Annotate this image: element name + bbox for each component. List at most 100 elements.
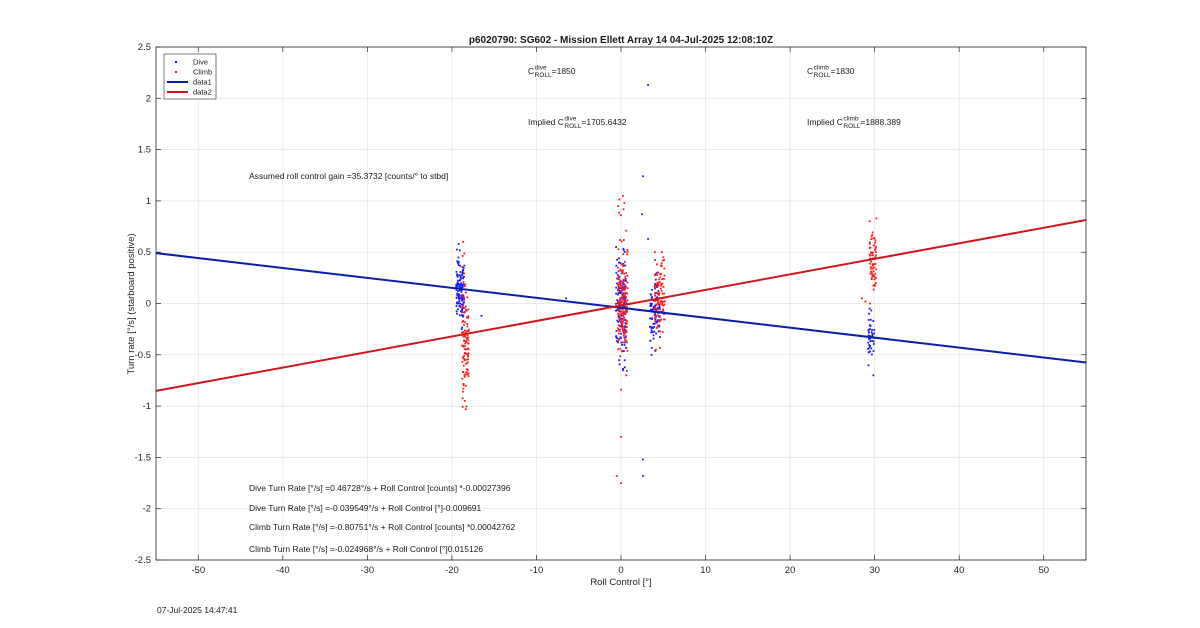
- climb-point: [661, 278, 664, 281]
- climb-point: [466, 296, 469, 299]
- climb-point: [467, 315, 470, 318]
- climb-point: [625, 229, 628, 232]
- dive-point: [455, 285, 458, 288]
- climb-point: [654, 348, 657, 351]
- dive-point: [650, 331, 653, 334]
- dive-point: [457, 243, 460, 245]
- dive-point: [657, 319, 659, 322]
- climb-point: [662, 286, 665, 288]
- legend-label: data1: [193, 78, 212, 87]
- dive-point: [461, 286, 464, 289]
- dive-point: [617, 341, 620, 344]
- climb-point: [622, 239, 625, 241]
- climb-point: [624, 292, 627, 294]
- dive-point: [622, 296, 625, 299]
- climb-point: [466, 334, 469, 337]
- climb-point: [623, 316, 626, 319]
- dive-point: [652, 323, 655, 325]
- y-tick-label: 1: [146, 196, 151, 207]
- climb-point: [617, 328, 620, 331]
- climb-point: [618, 198, 621, 201]
- dive-point: [653, 322, 656, 325]
- climb-point: [466, 330, 468, 332]
- y-tick-label: 0: [146, 299, 151, 310]
- climb-point: [872, 284, 875, 287]
- dive-point: [458, 285, 461, 288]
- climb-point: [626, 250, 629, 253]
- climb-point: [621, 341, 624, 344]
- climb-point: [654, 306, 657, 309]
- climb-point: [464, 342, 467, 345]
- climb-point: [661, 259, 664, 262]
- dive-point: [615, 286, 618, 289]
- dive-point: [623, 251, 626, 253]
- climb-point: [872, 237, 875, 240]
- climb-point: [617, 278, 620, 280]
- climb-point: [626, 341, 628, 344]
- climb-point: [621, 293, 624, 296]
- climb-point: [656, 274, 659, 276]
- climb-point: [861, 297, 863, 300]
- climb-point: [662, 256, 665, 259]
- legend-marker-dive: [175, 61, 177, 63]
- climb-point: [624, 332, 627, 334]
- climb-point: [464, 384, 467, 387]
- climb-point: [462, 383, 465, 385]
- climb-point: [623, 332, 626, 335]
- dive-point: [652, 299, 655, 302]
- climb-point: [620, 350, 623, 352]
- dive-point: [460, 276, 462, 279]
- dive-point: [647, 84, 649, 86]
- climb-point: [620, 291, 623, 294]
- climb-point: [622, 311, 625, 313]
- climb-point: [653, 251, 656, 254]
- climb-point: [625, 330, 628, 333]
- x-tick-label: 0: [618, 565, 623, 576]
- climb-point: [625, 310, 628, 313]
- annotation-dive-counts: Dive Turn Rate [°/s] =0.46728°/s + Roll …: [249, 483, 511, 493]
- climb-point: [874, 263, 877, 265]
- dive-point: [871, 353, 873, 356]
- climb-point: [626, 299, 629, 302]
- climb-point: [626, 281, 629, 284]
- dive-point: [650, 302, 653, 305]
- climb-point: [618, 302, 621, 305]
- climb-point: [467, 348, 470, 351]
- climb-point: [656, 282, 659, 285]
- dive-point: [623, 336, 626, 339]
- dive-point: [459, 306, 462, 308]
- climb-point: [466, 325, 469, 328]
- climb-point: [873, 266, 876, 269]
- climb-point: [870, 238, 873, 240]
- climb-point: [872, 251, 874, 254]
- dive-point: [622, 329, 625, 332]
- climb-point: [625, 326, 628, 328]
- y-tick-label: -2.5: [135, 555, 151, 566]
- dive-point: [867, 319, 870, 321]
- dive-point: [867, 334, 870, 337]
- climb-point: [870, 235, 873, 238]
- climb-point: [626, 292, 629, 295]
- climb-point: [624, 287, 627, 290]
- dive-point: [463, 311, 465, 314]
- climb-point: [462, 356, 464, 359]
- dive-point: [871, 333, 874, 335]
- dive-point: [649, 317, 652, 320]
- climb-point: [874, 247, 877, 250]
- dive-point: [869, 340, 872, 342]
- dive-point: [455, 288, 458, 291]
- climb-point: [663, 278, 665, 280]
- climb-point: [463, 374, 466, 376]
- climb-point: [661, 300, 664, 303]
- dive-point: [456, 292, 459, 295]
- dive-point: [617, 286, 620, 288]
- dive-point: [461, 298, 464, 301]
- climb-point: [618, 330, 621, 332]
- climb-point: [874, 255, 877, 258]
- dive-point: [622, 262, 625, 265]
- x-tick-label: 30: [869, 565, 880, 576]
